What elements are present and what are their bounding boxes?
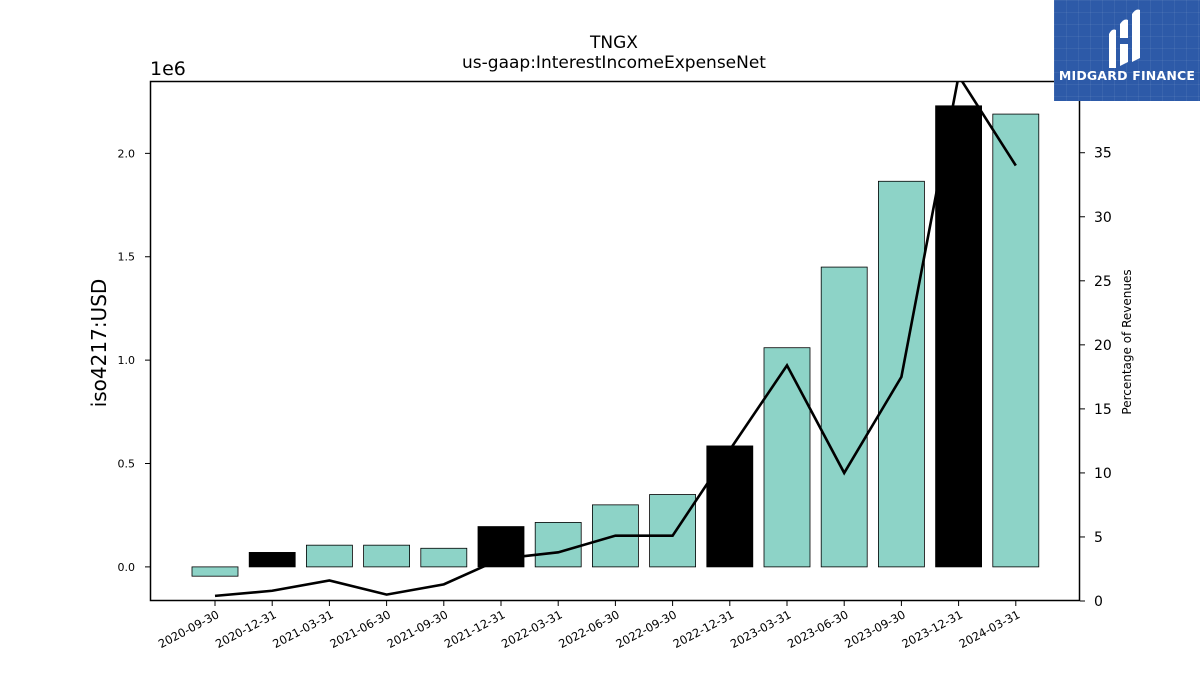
x-tick-label: 2021-09-30	[385, 607, 451, 651]
x-tick-label: 2022-12-31	[671, 607, 737, 651]
brand-logo: MIDGARD FINANCE	[1054, 0, 1200, 101]
y2-tick-label: 10	[1094, 466, 1112, 482]
bar-2022-09-30	[649, 494, 696, 568]
x-tick-label: 2020-09-30	[156, 607, 222, 651]
chart-subtitle: us-gaap:InterestIncomeExpenseNet	[462, 53, 766, 73]
x-tick-label: 2024-03-31	[957, 607, 1023, 651]
line-percentage-of-revenues	[214, 81, 1017, 598]
y2-tick-label: 0	[1094, 594, 1103, 610]
bar-series	[191, 105, 1040, 577]
x-tick-label: 2022-03-31	[499, 607, 565, 651]
bar-2020-12-31	[248, 552, 296, 568]
plot-frame	[149, 80, 1081, 602]
y-axis-ticks: 0.0 0.5 1.0 1.5 2.0	[118, 147, 150, 574]
x-tick-label: 2022-06-30	[556, 607, 622, 651]
x-tick-label: 2022-09-30	[613, 607, 679, 651]
y-scale-label: 1e6	[150, 58, 186, 80]
x-tick-label: 2023-03-31	[728, 607, 794, 651]
bar-2022-03-31	[534, 522, 582, 568]
x-tick-label: 2023-09-30	[842, 607, 908, 651]
line-series	[214, 81, 1017, 598]
bar-2021-09-30	[420, 547, 468, 568]
bar-2024-03-31	[992, 113, 1040, 568]
y2-tick-label: 35	[1094, 146, 1112, 162]
bar-2022-12-31	[706, 445, 754, 568]
y-tick-label: 1.5	[118, 251, 136, 264]
y2-axis-label: Percentage of Revenues	[1120, 269, 1134, 414]
bar-2021-03-31	[305, 544, 353, 568]
y-axis-label: iso4217:USD	[87, 279, 111, 408]
y2-tick-label: 25	[1094, 274, 1112, 290]
y2-tick-label: 5	[1094, 530, 1103, 546]
bar-2020-09-30	[191, 566, 239, 577]
y2-tick-label: 20	[1094, 338, 1112, 354]
bar-2021-12-31	[477, 526, 525, 568]
x-tick-label: 2021-03-31	[270, 607, 336, 651]
logo-mark-icon	[1109, 9, 1140, 68]
x-tick-label: 2023-06-30	[785, 607, 851, 651]
x-tick-label: 2020-12-31	[213, 607, 279, 651]
y-tick-label: 0.5	[118, 458, 136, 471]
logo-text: MIDGARD FINANCE	[1058, 68, 1196, 83]
bar-2023-12-31	[935, 105, 982, 568]
y2-tick-label: 30	[1094, 210, 1112, 226]
y-tick-label: 1.0	[118, 354, 136, 367]
x-tick-label: 2023-12-31	[899, 607, 965, 651]
x-tick-label: 2021-12-31	[442, 607, 508, 651]
x-tick-label: 2021-06-30	[327, 607, 393, 651]
y-tick-label: 0.0	[118, 561, 136, 574]
y2-tick-label: 15	[1094, 402, 1112, 418]
bar-2023-03-31	[763, 347, 811, 568]
bar-2021-06-30	[363, 544, 411, 568]
y2-axis-ticks: 0 5 10 15 20 25 30 35	[1080, 146, 1112, 610]
chart-title: TNGX	[589, 33, 638, 53]
y-tick-label: 2.0	[118, 147, 136, 160]
bar-2023-06-30	[820, 266, 868, 568]
x-axis-ticks: 2020-09-302020-12-312021-03-312021-06-30…	[156, 601, 1022, 651]
